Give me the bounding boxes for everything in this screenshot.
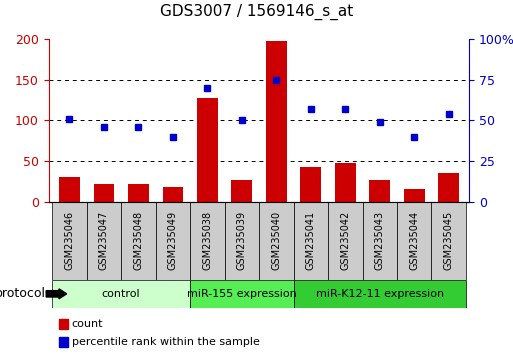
Text: miR-155 expression: miR-155 expression <box>187 289 297 299</box>
Bar <box>363 202 397 280</box>
Bar <box>128 184 149 202</box>
Bar <box>93 184 114 202</box>
Bar <box>190 280 293 308</box>
Bar <box>404 189 425 202</box>
Text: GSM235044: GSM235044 <box>409 211 419 270</box>
Bar <box>369 180 390 202</box>
Text: miR-K12-11 expression: miR-K12-11 expression <box>315 289 444 299</box>
Bar <box>121 202 155 280</box>
Bar <box>439 173 459 202</box>
Text: GSM235040: GSM235040 <box>271 211 281 270</box>
Text: GSM235047: GSM235047 <box>99 211 109 270</box>
Text: GSM235041: GSM235041 <box>306 211 316 270</box>
Text: GDS3007 / 1569146_s_at: GDS3007 / 1569146_s_at <box>160 4 353 20</box>
Bar <box>328 202 363 280</box>
Bar <box>52 202 87 280</box>
Bar <box>397 202 431 280</box>
Bar <box>293 202 328 280</box>
Text: GSM235038: GSM235038 <box>202 211 212 270</box>
Text: control: control <box>102 289 141 299</box>
Bar <box>190 202 225 280</box>
Bar <box>301 167 321 202</box>
Bar <box>231 180 252 202</box>
Bar <box>266 41 287 202</box>
Text: GSM235043: GSM235043 <box>374 211 385 270</box>
Text: protocol: protocol <box>0 287 46 300</box>
Text: GSM235049: GSM235049 <box>168 211 178 270</box>
Bar <box>52 280 190 308</box>
Bar <box>225 202 259 280</box>
Text: GSM235042: GSM235042 <box>340 211 350 270</box>
Bar <box>335 163 356 202</box>
Bar <box>431 202 466 280</box>
Bar <box>197 98 218 202</box>
Bar <box>87 202 121 280</box>
Text: GSM235045: GSM235045 <box>444 211 453 270</box>
Bar <box>155 202 190 280</box>
Text: count: count <box>72 319 103 329</box>
Bar <box>293 280 466 308</box>
Text: GSM235048: GSM235048 <box>133 211 144 270</box>
Text: GSM235046: GSM235046 <box>65 211 74 270</box>
Text: percentile rank within the sample: percentile rank within the sample <box>72 337 260 347</box>
Bar <box>163 187 183 202</box>
Text: GSM235039: GSM235039 <box>237 211 247 270</box>
Bar <box>259 202 293 280</box>
Bar <box>59 177 80 202</box>
